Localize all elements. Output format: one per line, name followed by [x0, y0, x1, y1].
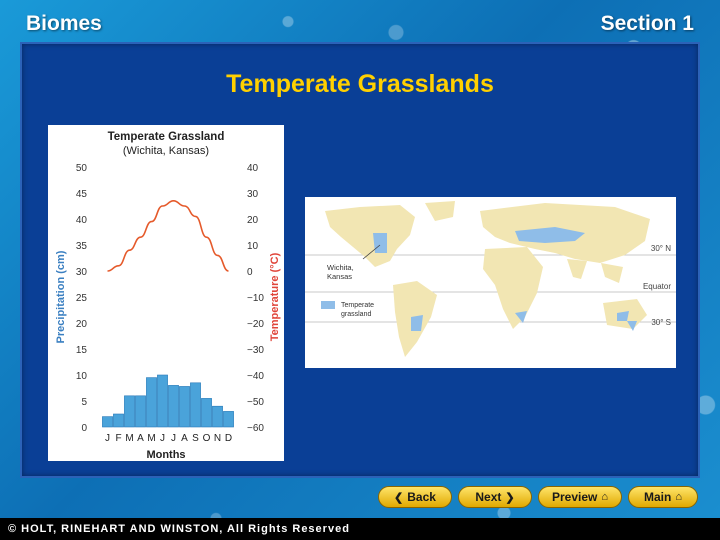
precipitation-bar [157, 374, 168, 428]
left-tick-label: 25 [76, 293, 88, 304]
preview-button[interactable]: Preview ⌂ [538, 486, 622, 508]
house-icon: ⌂ [601, 491, 609, 503]
main-button[interactable]: Main ⌂ [628, 486, 698, 508]
month-tick-label: S [192, 433, 199, 444]
precipitation-bar [212, 405, 223, 428]
month-tick-label: J [160, 433, 165, 444]
back-button[interactable]: ❮ Back [378, 486, 452, 508]
left-tick-label: 30 [76, 267, 88, 278]
legend-swatch [321, 301, 335, 309]
grassland-eurasia [515, 227, 585, 243]
month-tick-label: M [125, 433, 133, 444]
chevron-right-icon: ❯ [505, 491, 515, 504]
chart-subtitle: (Wichita, Kansas) [123, 145, 209, 157]
africa [483, 247, 543, 329]
right-tick-label: 30 [247, 189, 259, 200]
right-tick-label: 20 [247, 215, 259, 226]
grassland-north-america [373, 233, 387, 253]
y-axis-label-right: Temperature (°C) [269, 252, 281, 341]
right-tick-label: 0 [247, 267, 253, 278]
right-tick-label: 40 [247, 163, 259, 174]
month-tick-label: A [181, 433, 188, 444]
y-axis-label-left: Precipitation (cm) [55, 250, 67, 343]
left-tick-label: 35 [76, 241, 88, 252]
wichita-pointer [362, 244, 381, 260]
right-tick-label: −60 [247, 423, 264, 434]
back-label: Back [407, 490, 436, 504]
section-label: Section 1 [600, 12, 694, 35]
month-tick-label: O [203, 433, 211, 444]
greenland [425, 201, 455, 221]
chart-title: Temperate Grassland [108, 131, 225, 143]
month-tick-label: D [225, 433, 232, 444]
precipitation-bar [124, 395, 135, 428]
precipitation-bar [135, 395, 146, 428]
month-tick-label: N [214, 433, 221, 444]
month-tick-label: J [171, 433, 176, 444]
left-tick-label: 0 [81, 423, 87, 434]
precipitation-bar [190, 382, 201, 428]
temperature-line [107, 199, 229, 272]
climograph: Temperate Grassland (Wichita, Kansas) 0 5… [48, 125, 284, 461]
wichita-label: Wichita, Kansas [327, 263, 354, 281]
month-tick-label: A [137, 433, 144, 444]
chevron-left-icon: ❮ [394, 491, 404, 504]
home-icon: ⌂ [675, 491, 682, 503]
label-30s: 30° S [651, 318, 671, 327]
right-tick-label: −20 [247, 319, 264, 330]
precipitation-bar [223, 411, 234, 428]
next-label: Next [475, 490, 502, 504]
left-tick-label: 5 [81, 397, 87, 408]
right-tick-label: 10 [247, 241, 259, 252]
grassland-australia [617, 311, 629, 321]
precipitation-bar [113, 413, 124, 428]
southeast-asia [601, 263, 623, 283]
left-tick-label: 45 [76, 189, 88, 200]
precipitation-bar [179, 386, 190, 428]
main-label: Main [644, 490, 672, 504]
left-tick-label: 15 [76, 345, 88, 356]
slide-title: Temperate Grasslands [226, 70, 494, 98]
climograph-svg: Temperate Grassland (Wichita, Kansas) 0 5… [55, 131, 281, 461]
world-map-svg: Wichita, Kansas Temperate grassland 30° N … [305, 201, 676, 357]
month-tick-label: J [105, 433, 110, 444]
grassland-africa [515, 311, 527, 323]
x-axis-label: Months [146, 449, 185, 461]
world-map: Wichita, Kansas Temperate grassland 30° N … [305, 197, 676, 368]
legend-label: Temperate grassland [341, 302, 374, 318]
grassland-south-america [411, 315, 423, 331]
copyright-footer: © HOLT, RINEHART AND WINSTON, All Rights… [0, 518, 720, 540]
left-tick-label: 10 [76, 371, 88, 382]
month-tick-label: F [115, 433, 121, 444]
next-button[interactable]: Next ❯ [458, 486, 532, 508]
precipitation-bar [146, 377, 157, 428]
india [567, 259, 587, 279]
precipitation-bar [102, 416, 113, 428]
precipitation-bar [168, 385, 179, 428]
left-tick-label: 40 [76, 215, 88, 226]
grassland-new-zealand [627, 321, 637, 331]
left-tick-label: 20 [76, 319, 88, 330]
north-america [325, 205, 415, 267]
right-tick-label: −50 [247, 397, 264, 408]
right-tick-label: −30 [247, 345, 264, 356]
precipitation-bar [201, 398, 212, 428]
chapter-title: Biomes [26, 12, 102, 35]
label-equator: Equator [643, 282, 671, 291]
right-tick-label: −40 [247, 371, 264, 382]
label-30n: 30° N [651, 244, 671, 253]
month-tick-label: M [147, 433, 155, 444]
right-tick-label: −10 [247, 293, 264, 304]
left-tick-label: 50 [76, 163, 88, 174]
preview-label: Preview [551, 490, 598, 504]
